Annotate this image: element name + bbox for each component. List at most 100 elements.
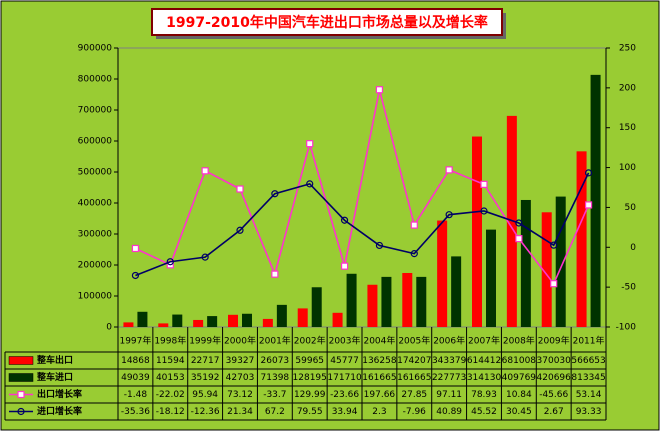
bar [555, 196, 566, 327]
legend-marker [17, 390, 25, 399]
table-value: -18.12 [156, 407, 185, 417]
bar [297, 308, 308, 327]
x-tick-label: 2011年 [573, 335, 605, 347]
y-tick-label: 600000 [78, 137, 113, 147]
bar [541, 212, 552, 327]
bar [381, 276, 392, 327]
y-tick-label: 200000 [78, 261, 113, 271]
table-value: 79.55 [297, 407, 323, 417]
x-tick-label: 1998年 [154, 335, 186, 347]
table-value: 10.84 [506, 390, 532, 400]
x-tick-label: 2001年 [259, 335, 291, 347]
y2-tick-label: 150 [619, 123, 636, 133]
legend-label: 整车出口 [36, 354, 73, 366]
table-value: 161665 [397, 373, 431, 383]
table-value: 49039 [121, 373, 150, 383]
bar [576, 151, 587, 327]
line-marker [271, 270, 279, 278]
y2-tick-label: 0 [630, 243, 636, 253]
table-value: 93.33 [576, 407, 602, 417]
line-marker [480, 180, 488, 188]
line-marker [550, 280, 558, 288]
bar [367, 284, 378, 327]
table-value: 39327 [226, 356, 255, 366]
legend-swatch [8, 373, 34, 382]
table-value: 95.94 [192, 390, 218, 400]
y2-tick-label: 50 [625, 203, 637, 213]
table-value: 14868 [121, 356, 150, 366]
bar [416, 276, 427, 327]
table-value: 73.12 [227, 390, 253, 400]
line-marker [201, 253, 209, 261]
table-value: 174207 [397, 356, 431, 366]
legend-label: 进口增长率 [37, 405, 82, 417]
legend-label: 出口增长率 [37, 388, 82, 400]
table-value: 27.85 [401, 390, 427, 400]
table-value: 97.11 [436, 390, 462, 400]
x-tick-label: 2000年 [224, 335, 256, 347]
line-marker [166, 258, 174, 266]
line-marker [236, 185, 244, 193]
legend-label: 整车进口 [36, 371, 73, 383]
line-marker [584, 169, 593, 177]
line-marker [236, 226, 244, 234]
bar [332, 312, 343, 327]
bar [262, 318, 273, 327]
table-value: 314130 [467, 373, 502, 383]
line-marker [445, 211, 453, 219]
table-value: 22717 [191, 356, 220, 366]
bar [451, 256, 462, 327]
y-tick-label: 700000 [78, 106, 113, 116]
y2-tick-label: 100 [619, 163, 636, 173]
bar [242, 313, 252, 327]
bar [158, 323, 169, 327]
y2-tick-label: -50 [621, 283, 636, 293]
bar [311, 287, 322, 327]
table-value: 343379 [432, 356, 467, 366]
table-value: 67.2 [265, 407, 285, 417]
bar [228, 314, 238, 327]
line-marker [375, 86, 384, 94]
bar [486, 229, 496, 327]
line-marker [584, 201, 593, 209]
line-marker [340, 216, 349, 224]
table-value: 40153 [156, 373, 185, 383]
line-marker [515, 219, 523, 227]
bar [276, 304, 287, 327]
table-value: -1.48 [124, 390, 148, 400]
x-tick-label: 2005年 [398, 335, 430, 347]
table-value: -35.36 [121, 407, 150, 417]
bar [207, 316, 218, 327]
x-tick-label: 2009年 [538, 335, 570, 347]
line-marker [201, 167, 209, 175]
bar [402, 272, 413, 327]
table-value: 42703 [226, 373, 255, 383]
x-tick-label: 2002年 [294, 335, 326, 347]
table-value: 71398 [261, 373, 290, 383]
legend-swatch [8, 356, 34, 365]
y-tick-label: 500000 [78, 168, 113, 178]
legend-marker [17, 407, 25, 416]
title-box [151, 8, 503, 36]
table-value: 161665 [362, 373, 396, 383]
table-value: 813345 [571, 373, 605, 383]
table-value: 2.3 [372, 407, 386, 417]
line-marker [340, 262, 349, 270]
table-value: 566653 [571, 356, 605, 366]
table-value: 53.14 [576, 390, 602, 400]
table-value: 370030 [537, 356, 572, 366]
table-value: 11594 [156, 356, 185, 366]
table-value: 45.52 [471, 407, 497, 417]
x-tick-label: 1999年 [189, 335, 221, 347]
y-tick-label: 100000 [78, 292, 113, 302]
table-value: 614412 [467, 356, 501, 366]
table-value: 78.93 [471, 390, 497, 400]
chart-title: 1997-2010年中国汽车进出口市场总量以及增长率 [166, 14, 488, 31]
table-value: 681008 [502, 356, 537, 366]
table-value: -45.66 [539, 390, 568, 400]
table-value: -33.7 [263, 390, 286, 400]
bar [590, 74, 601, 327]
table-value: 227773 [432, 373, 466, 383]
x-tick-label: 2003年 [329, 335, 361, 347]
table-value: 59965 [295, 356, 324, 366]
